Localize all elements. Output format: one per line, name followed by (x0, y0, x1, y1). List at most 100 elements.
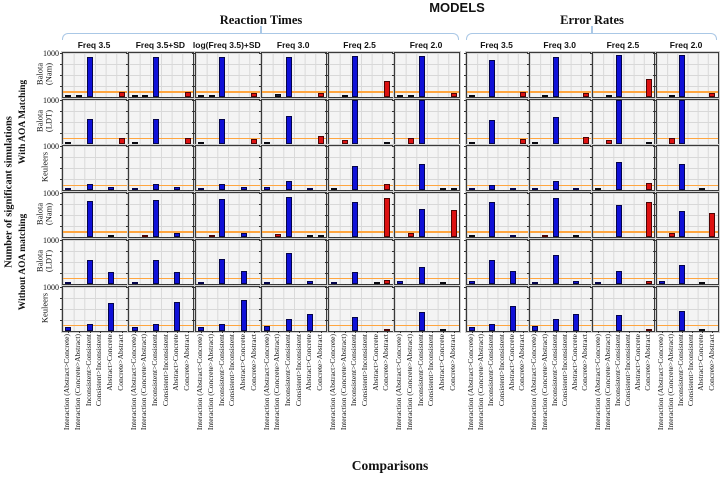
x-tick (376, 283, 378, 287)
x-tick (243, 237, 245, 240)
x-tick (628, 237, 630, 240)
chart-cell (192, 145, 261, 193)
x-tick (598, 237, 600, 240)
x-tick (443, 97, 444, 100)
x-tick (692, 237, 694, 240)
x-tick (411, 283, 412, 287)
x-tick (188, 190, 190, 193)
bar (264, 141, 271, 144)
x-tick (376, 190, 378, 193)
x-tick (702, 330, 704, 333)
x-tick (222, 283, 224, 287)
threshold-line (63, 184, 127, 186)
y-tick (258, 261, 262, 263)
bar (646, 280, 653, 284)
y-tick (192, 179, 195, 181)
y-tick (59, 286, 63, 288)
x-tick (233, 190, 235, 193)
threshold-line (63, 91, 127, 93)
x-tick (575, 330, 577, 333)
bar (251, 139, 258, 144)
x-tick (344, 237, 346, 240)
chart-cell (589, 285, 656, 333)
y-tick (125, 308, 129, 310)
bar (317, 235, 324, 238)
y-tick-label: 1000 (43, 189, 59, 199)
x-tick (535, 237, 537, 240)
x-tick (535, 190, 537, 193)
threshold-line (328, 324, 393, 327)
bar (264, 281, 271, 284)
x-tick (111, 330, 112, 333)
bar (307, 235, 314, 238)
x-tick (565, 237, 567, 240)
threshold-line (195, 184, 260, 186)
x-tick-label: Interaction (Abstract>Concrete) (128, 334, 138, 431)
y-tick-label: 1000 (43, 282, 59, 292)
x-tick (365, 330, 367, 333)
bar (341, 139, 348, 144)
row-label: Keuleers (39, 292, 50, 323)
x-tick (121, 330, 123, 333)
x-tick (222, 190, 224, 193)
x-tick (365, 190, 367, 193)
y-tick (463, 286, 467, 288)
y-tick (526, 286, 531, 288)
threshold-line (530, 137, 592, 140)
x-tick (400, 97, 402, 100)
y-tick (589, 121, 593, 123)
threshold-line (129, 278, 194, 280)
y-tick (125, 99, 130, 101)
x-tick (79, 97, 80, 100)
bar (552, 198, 559, 238)
y-tick (192, 53, 196, 54)
y-tick (463, 319, 466, 321)
bar (418, 312, 425, 331)
bar (668, 233, 675, 238)
threshold-line (395, 91, 459, 93)
threshold-line (395, 231, 459, 233)
x-tick (586, 97, 588, 100)
y-tick (59, 86, 62, 87)
x-tick-label: Inconsistent>Consistent (486, 334, 496, 407)
y-tick (653, 179, 656, 181)
bar (352, 271, 359, 284)
x-tick (671, 237, 673, 240)
y-tick (463, 132, 466, 134)
x-tick (145, 190, 147, 193)
x-tick (278, 237, 280, 240)
x-tick-label: Concrete>Abstract (314, 334, 324, 391)
x-tick (628, 190, 630, 193)
x-tick-label: Abstract>Concrete (171, 334, 181, 391)
x-tick (555, 143, 557, 147)
x-tick (522, 237, 524, 240)
y-tick (325, 86, 328, 87)
y-tick (325, 308, 328, 310)
chart-cell (391, 98, 460, 147)
x-tick-label: Interaction (Abstract>Concrete) (655, 334, 665, 431)
y-tick (325, 53, 329, 54)
x-tick (310, 330, 312, 333)
y-tick (589, 261, 593, 263)
y-tick (125, 297, 129, 299)
x-tick (512, 330, 514, 333)
x-tick (211, 283, 213, 287)
y-tick (325, 157, 328, 159)
x-tick (512, 97, 514, 100)
threshold-line (593, 324, 655, 327)
column-group-bracket (466, 33, 717, 40)
chart-cell (526, 192, 593, 240)
x-tick-label: Concrete>Abstract (516, 334, 526, 391)
y-tick (463, 204, 466, 206)
bar (519, 139, 526, 144)
x-tick (598, 283, 600, 287)
x-tick (482, 190, 484, 193)
x-tick (545, 283, 547, 287)
y-tick (391, 250, 394, 252)
threshold-line (467, 324, 528, 327)
y-tick (59, 239, 63, 241)
x-tick (134, 283, 136, 287)
chart-cell (526, 238, 593, 287)
x-tick-label: Interaction (Concrete>Abstract) (139, 334, 149, 431)
y-tick (653, 319, 656, 321)
